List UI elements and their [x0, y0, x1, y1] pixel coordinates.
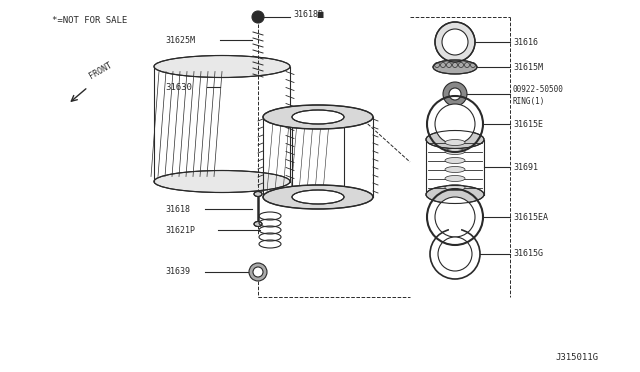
Circle shape [249, 263, 267, 281]
Circle shape [435, 22, 475, 62]
Text: FRONT: FRONT [87, 61, 113, 81]
Ellipse shape [292, 190, 344, 204]
Ellipse shape [154, 55, 290, 77]
Ellipse shape [154, 170, 290, 192]
Ellipse shape [263, 105, 373, 129]
Text: ■: ■ [316, 10, 324, 19]
Text: J315011G: J315011G [555, 353, 598, 362]
Circle shape [253, 267, 263, 277]
Text: 31615G: 31615G [513, 250, 543, 259]
Ellipse shape [292, 110, 344, 124]
Text: 31630: 31630 [165, 83, 192, 92]
Text: 31639: 31639 [165, 267, 190, 276]
Circle shape [442, 29, 468, 55]
Circle shape [443, 82, 467, 106]
Ellipse shape [426, 131, 484, 148]
Text: 31621P: 31621P [165, 225, 195, 234]
Ellipse shape [254, 221, 262, 227]
Ellipse shape [263, 185, 373, 209]
Ellipse shape [254, 192, 262, 196]
Text: 31615EA: 31615EA [513, 212, 548, 221]
Text: 31615M: 31615M [513, 62, 543, 71]
Circle shape [435, 197, 475, 237]
Text: 31616: 31616 [513, 38, 538, 46]
Text: 31618B: 31618B [293, 10, 323, 19]
Text: RING(1): RING(1) [513, 96, 545, 106]
Ellipse shape [445, 185, 465, 190]
Text: 31625M: 31625M [165, 35, 195, 45]
Circle shape [435, 104, 475, 144]
Text: 00922-50500: 00922-50500 [513, 84, 564, 93]
Text: 31691: 31691 [513, 163, 538, 171]
Ellipse shape [445, 140, 465, 145]
Ellipse shape [445, 176, 465, 182]
Circle shape [438, 237, 472, 271]
Ellipse shape [426, 186, 484, 203]
Text: 31618: 31618 [165, 205, 190, 214]
Ellipse shape [445, 148, 465, 154]
Circle shape [449, 88, 461, 100]
Circle shape [252, 11, 264, 23]
Text: *=NOT FOR SALE: *=NOT FOR SALE [52, 16, 127, 25]
Ellipse shape [445, 167, 465, 173]
Text: 31615E: 31615E [513, 119, 543, 128]
Ellipse shape [433, 60, 477, 74]
Ellipse shape [445, 157, 465, 164]
